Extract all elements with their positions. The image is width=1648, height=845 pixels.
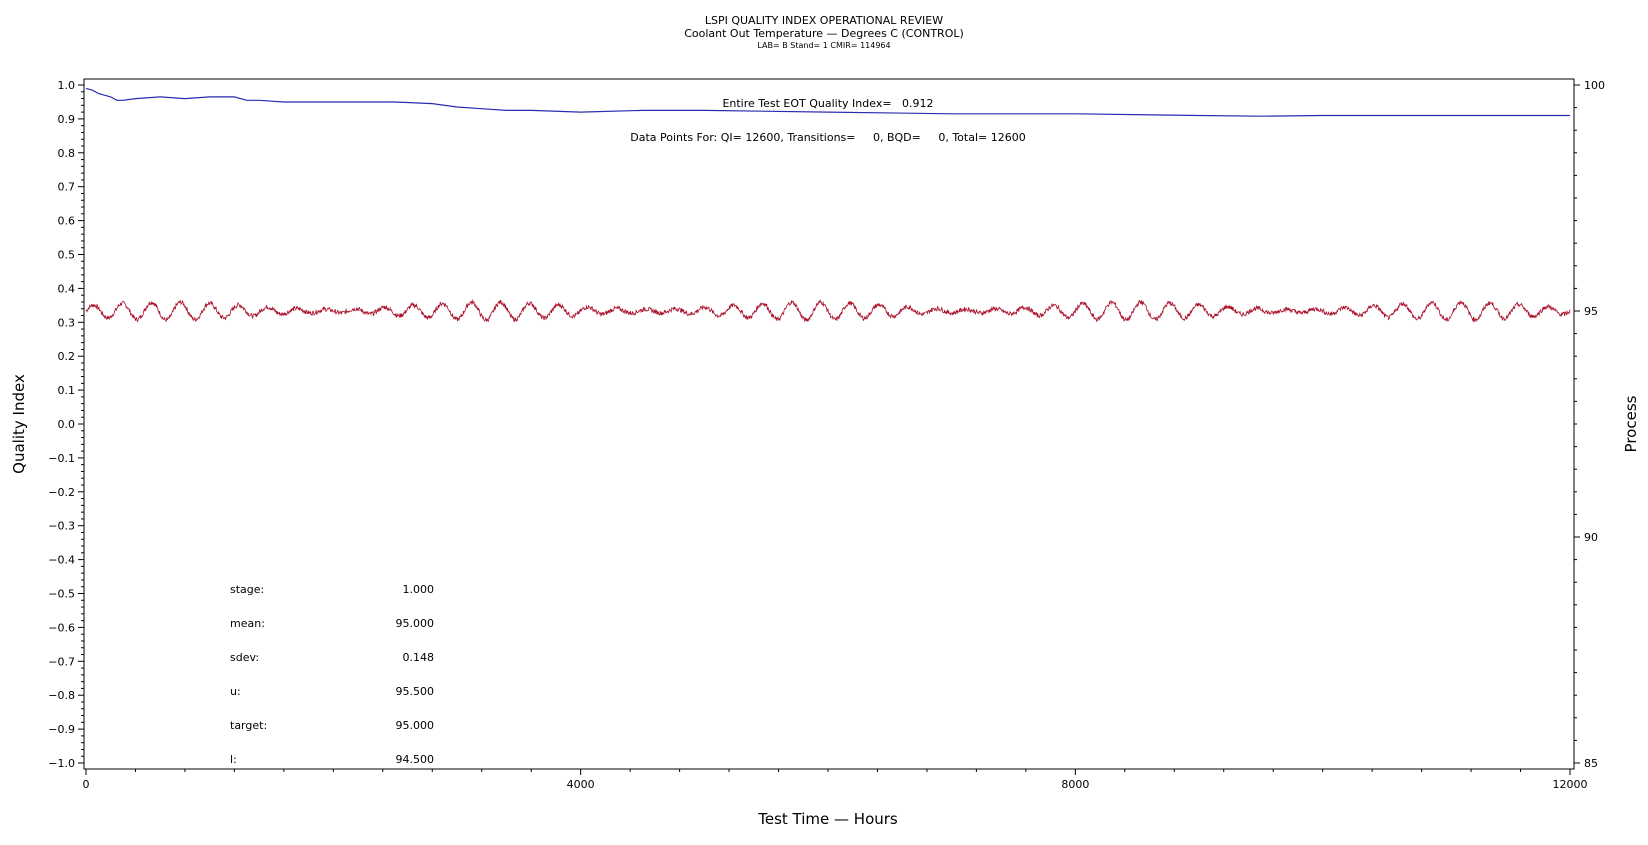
quality-index-series — [85, 87, 1570, 117]
stat-value: 95.000 — [396, 719, 435, 732]
chart-title-block: LSPI QUALITY INDEX OPERATIONAL REVIEW Co… — [0, 14, 1648, 51]
chart-title: LSPI QUALITY INDEX OPERATIONAL REVIEW — [704, 14, 944, 27]
stat-label: target: — [230, 719, 267, 732]
stat-label: mean: — [230, 617, 265, 630]
y-tick-label: −0.9 — [48, 723, 75, 736]
y2-tick-label: 90 — [1584, 531, 1598, 544]
y-tick-label: 0.4 — [58, 282, 76, 295]
data-points-summary: Data Points For: QI= 12600, Transitions=… — [630, 131, 1025, 144]
y-tick-label: 0.5 — [58, 249, 76, 262]
y-tick-label: −0.1 — [48, 452, 75, 465]
eot-quality-index: Entire Test EOT Quality Index= 0.912 — [722, 97, 933, 110]
stat-value: 95.000 — [396, 617, 435, 630]
stat-label: stage: — [230, 583, 264, 596]
y2-axis-title: Process — [1622, 395, 1640, 452]
y-tick-label: 0.3 — [58, 316, 76, 329]
y-tick-label: 0.6 — [58, 215, 76, 228]
stats-block: stage: 1.000 mean: 95.000 sdev: 0.148 u: 95.500… — [230, 583, 434, 766]
stat-value: 94.500 — [396, 753, 435, 766]
y2-tick-label: 85 — [1584, 757, 1598, 770]
stat-label: u: — [230, 685, 241, 698]
series-layer — [85, 87, 1571, 323]
stat-value: 1.000 — [403, 583, 435, 596]
y-tick-label: 0.7 — [58, 181, 76, 194]
y-tick-label: −0.5 — [48, 588, 75, 601]
y-tick-label: −0.6 — [48, 621, 75, 634]
y2-tick-label: 100 — [1584, 79, 1605, 92]
x-tick-label: 8000 — [1061, 778, 1089, 791]
y-tick-label: −1.0 — [48, 757, 75, 770]
y-tick-label: −0.7 — [48, 655, 75, 668]
y-tick-label: −0.2 — [48, 486, 75, 499]
stat-label: sdev: — [230, 651, 259, 664]
y-axis-title: Quality Index — [10, 374, 28, 474]
chart-subtitle: Coolant Out Temperature — Degrees C (CON… — [684, 27, 964, 40]
chart-subtitle-lab: LAB= B Stand= 1 CMIR= 114964 — [757, 41, 891, 50]
right-axis-ticks: 100 95 90 85 — [1574, 79, 1605, 770]
y-tick-label: 0.8 — [58, 147, 76, 160]
y-tick-label: −0.3 — [48, 520, 75, 533]
plot-frame — [83, 78, 1575, 770]
x-axis-ticks: 0 4000 8000 12000 — [83, 769, 1588, 791]
y-tick-label: −0.8 — [48, 689, 75, 702]
left-axis-ticks: 1.0 0.9 0.8 0.7 0.6 0.5 0.4 0.3 0.2 0.1 0.0 −0.1 −0.… — [48, 79, 84, 770]
y-tick-label: 0.1 — [58, 384, 76, 397]
y-tick-label: 0.9 — [58, 113, 76, 126]
y-tick-label: 0.2 — [58, 350, 76, 363]
x-tick-label: 12000 — [1553, 778, 1588, 791]
stat-value: 0.148 — [403, 651, 435, 664]
stat-label: l: — [230, 753, 237, 766]
x-axis-title: Test Time — Hours — [757, 810, 898, 828]
y-tick-label: 1.0 — [58, 79, 76, 92]
stat-value: 95.500 — [396, 685, 435, 698]
y2-tick-label: 95 — [1584, 305, 1598, 318]
process-series — [85, 298, 1571, 323]
y-tick-label: −0.4 — [48, 554, 75, 567]
x-tick-label: 0 — [83, 778, 90, 791]
y-tick-label: 0.0 — [58, 418, 76, 431]
x-tick-label: 4000 — [567, 778, 595, 791]
